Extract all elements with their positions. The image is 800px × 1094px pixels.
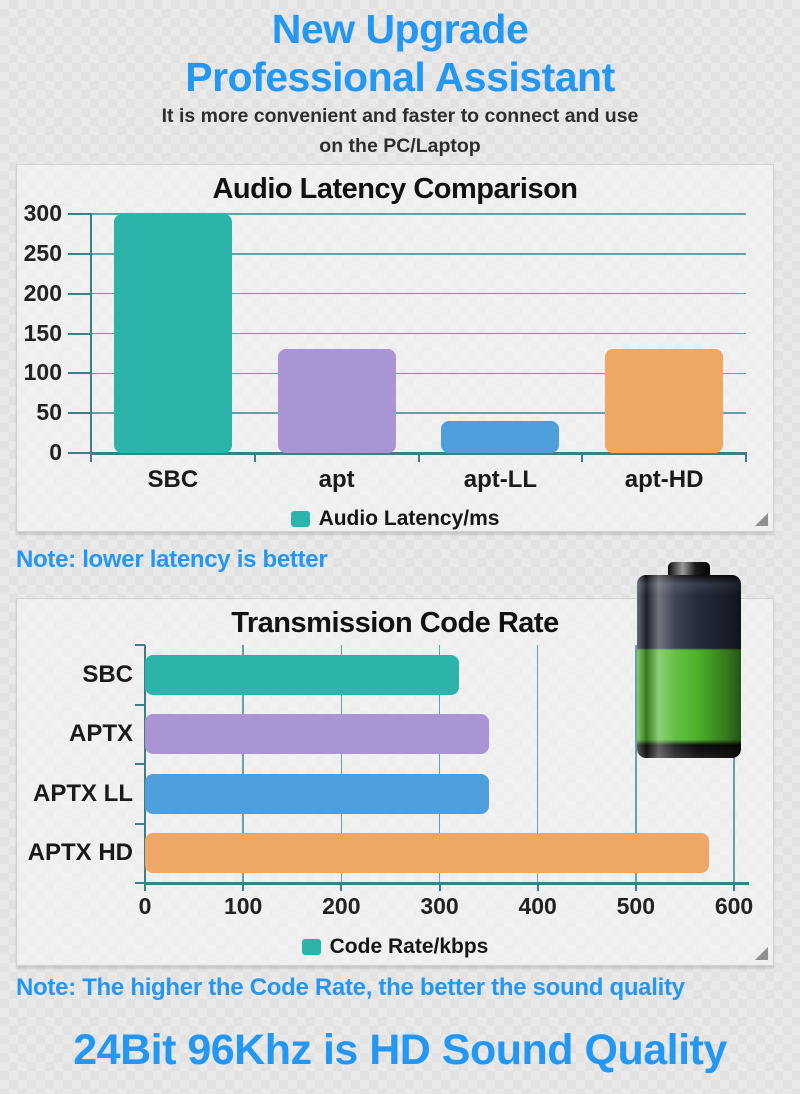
y-tick [68, 452, 91, 454]
x-tick-label: 100 [223, 893, 263, 919]
resize-handle-icon [755, 947, 768, 960]
resize-handle-icon [755, 513, 768, 526]
y-tick-label: 200 [23, 279, 62, 306]
category-label: APTX [68, 720, 133, 748]
category-label: apt-LL [463, 466, 538, 493]
y-tick-label: 150 [23, 319, 62, 346]
y-tick [68, 252, 91, 255]
x-tick-label: 400 [518, 893, 557, 919]
bar-aptx [145, 714, 489, 755]
y-axis-line [144, 645, 146, 883]
code-rate-chart-title: Transmission Code Rate [231, 607, 559, 639]
category-label: APTX HD [27, 839, 133, 867]
y-tick-label: 250 [23, 239, 62, 266]
legend-label: Audio Latency/ms [318, 507, 500, 530]
latency-chart-panel: Audio Latency Comparison 0 50 100 150 200 250… [16, 164, 774, 532]
x-tick-label: 0 [138, 893, 152, 919]
x-tick [144, 883, 146, 891]
latency-chart-title: Audio Latency Comparison [212, 173, 578, 205]
latency-chart-legend: Audio Latency/ms [17, 507, 773, 531]
x-tick [634, 883, 637, 891]
category-label: apt [318, 466, 355, 493]
y-tick-label: 0 [49, 439, 62, 465]
x-tick [536, 883, 539, 891]
y-tick [135, 644, 145, 646]
bar-sbc [113, 214, 232, 453]
category-label: SBC [147, 466, 199, 493]
gridline [340, 645, 343, 883]
y-tick [135, 882, 145, 884]
bar-sbc [145, 654, 460, 695]
gridline [91, 213, 746, 215]
y-axis-line [90, 213, 92, 454]
gridline [536, 645, 539, 883]
gridline [91, 253, 746, 255]
x-tick [733, 883, 735, 891]
gridline [438, 645, 441, 883]
x-axis-line [90, 452, 747, 455]
x-tick [253, 454, 256, 462]
page-title-line2: Professional Assistant [185, 53, 615, 100]
gridline [635, 645, 637, 883]
y-tick-label: 50 [36, 399, 62, 426]
latency-chart-plot: 0 50 100 150 200 250 300 SBC apt apt-LL apt-HD [17, 165, 773, 531]
x-tick [90, 454, 92, 462]
latency-note: Note: lower latency is better [16, 546, 328, 573]
y-tick [68, 292, 91, 295]
x-tick [417, 454, 420, 462]
x-tick [242, 883, 245, 891]
category-label: apt-HD [624, 466, 704, 493]
y-tick [68, 332, 91, 335]
code-rate-note: Note: The higher the Code Rate, the bett… [16, 974, 685, 1001]
y-tick [68, 213, 91, 215]
code-rate-chart-panel: Transmission Code Rate 0 100 200 300 400 500 6… [16, 598, 774, 966]
y-tick-label: 300 [23, 200, 62, 226]
gridline [242, 645, 244, 883]
page-subtitle-line1: It is more convenient and faster to conn… [161, 105, 639, 128]
y-tick [135, 822, 145, 825]
gridline [91, 332, 746, 335]
gridline [91, 292, 746, 295]
page-title-line1: New Upgrade [271, 6, 529, 52]
x-tick [745, 454, 747, 462]
gridline [733, 645, 735, 883]
bar-aptx-hd [145, 833, 710, 874]
y-tick [68, 372, 91, 375]
bar-apt [277, 349, 396, 453]
x-axis-line [144, 882, 749, 885]
header: New Upgrade Professional Assistant It is… [0, 6, 800, 162]
x-tick [581, 454, 584, 462]
code-rate-chart-plot: 0 100 200 300 400 500 600 SBC APTX APTX LL APTX HD [17, 599, 773, 965]
y-tick-label: 100 [23, 359, 62, 386]
y-tick [68, 412, 91, 415]
bar-apt-ll [441, 421, 560, 453]
code-rate-chart-legend: Code Rate/kbps [17, 935, 773, 959]
legend-swatch-icon [290, 511, 310, 527]
bar-apt-hd [605, 349, 724, 453]
page-subtitle-line2: on the PC/Laptop [319, 135, 481, 158]
x-tick-label: 500 [616, 893, 656, 919]
legend-label: Code Rate/kbps [329, 935, 489, 958]
x-tick [340, 883, 343, 891]
x-tick-label: 300 [420, 893, 459, 919]
category-label: APTX LL [33, 779, 133, 807]
battery-body-icon [637, 575, 741, 758]
battery-knob-icon [668, 562, 710, 577]
battery-icon [637, 562, 741, 758]
footer-headline: 24Bit 96Khz is HD Sound Quality [73, 1026, 727, 1074]
gridline [91, 412, 746, 414]
category-label: SBC [82, 660, 133, 688]
gridline [91, 372, 746, 375]
y-tick [135, 703, 145, 706]
y-tick [135, 763, 145, 765]
legend-swatch-icon [301, 939, 321, 955]
x-tick-label: 200 [322, 893, 361, 919]
bar-aptx-ll [145, 773, 489, 814]
x-tick [438, 883, 441, 891]
x-tick-label: 600 [714, 893, 754, 919]
